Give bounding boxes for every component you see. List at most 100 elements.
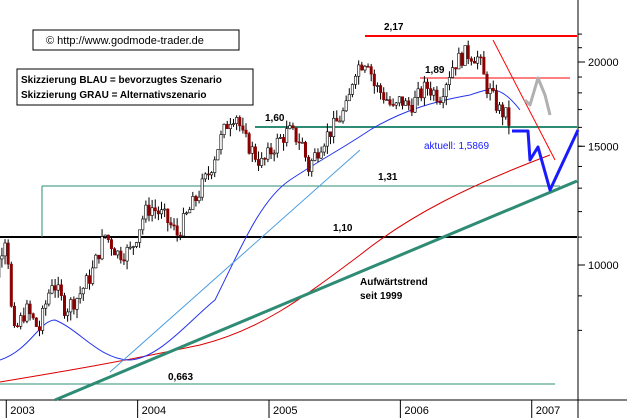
candle-body <box>407 100 411 106</box>
candle-body <box>172 224 176 227</box>
candle-body <box>106 234 110 240</box>
candle-body <box>12 305 16 327</box>
level-label-160: 1,60 <box>265 113 285 124</box>
candle-body <box>472 60 476 64</box>
candle-body <box>231 123 235 125</box>
candle-body <box>128 246 132 249</box>
candle-body <box>125 247 129 262</box>
candle-body <box>222 123 226 135</box>
candle-body <box>504 107 508 118</box>
candle-body <box>275 137 279 154</box>
candlesticks <box>0 40 511 337</box>
candle-body <box>400 96 404 106</box>
candle-body <box>235 117 239 124</box>
candle-body <box>219 134 223 150</box>
candle-body <box>116 250 120 256</box>
candle-body <box>310 160 314 172</box>
candle-body <box>498 104 502 111</box>
candle-body <box>210 172 214 176</box>
candle-body <box>391 104 395 106</box>
candle-body <box>463 45 467 66</box>
candle-body <box>285 128 289 143</box>
candle-body <box>225 123 229 130</box>
x-tick-label: 2006 <box>404 405 428 417</box>
candle-body <box>307 156 311 172</box>
candle-body <box>297 141 301 144</box>
level-label-0663: 0,663 <box>168 372 193 383</box>
legend-box <box>16 68 254 106</box>
candle-body <box>507 107 511 126</box>
candle-body <box>394 102 398 106</box>
candle-body <box>325 131 329 147</box>
candle-body <box>16 325 20 328</box>
candle-body <box>185 212 189 215</box>
candle-body <box>250 146 254 154</box>
candle-body <box>156 210 160 215</box>
candle-body <box>100 236 104 260</box>
candle-body <box>66 311 70 316</box>
candle-body <box>203 173 207 180</box>
candle-body <box>53 285 57 291</box>
candle-body <box>457 52 461 70</box>
candle-body <box>278 137 282 139</box>
candle-body <box>369 66 373 75</box>
candle-body <box>241 125 245 131</box>
candle-body <box>435 89 439 102</box>
candle-body <box>432 89 436 96</box>
candle-body <box>372 73 376 87</box>
candle-body <box>335 117 339 122</box>
candle-body <box>138 229 142 243</box>
candle-body <box>194 196 198 202</box>
candle-body <box>144 204 148 220</box>
candle-body <box>375 85 379 87</box>
candle-body <box>404 100 408 106</box>
candle-body <box>494 90 498 111</box>
candle-body <box>81 287 85 295</box>
candle-body <box>153 207 157 212</box>
candle-body <box>141 218 145 231</box>
candle-body <box>388 99 392 105</box>
uptrend-line <box>54 179 578 402</box>
candle-body <box>488 88 492 94</box>
candle-body <box>444 84 448 97</box>
candle-body <box>316 152 320 159</box>
candle-body <box>188 209 192 214</box>
candle-body <box>397 96 401 104</box>
candle-body <box>131 246 135 248</box>
candle-body <box>319 151 323 159</box>
level-label-217: 2,17 <box>384 22 404 33</box>
candle-body <box>206 173 210 176</box>
candle-body <box>78 293 82 299</box>
candle-body <box>216 149 220 161</box>
candle-body <box>360 64 364 71</box>
candle-body <box>175 225 179 236</box>
candle-body <box>47 292 51 305</box>
candle-body <box>197 196 201 202</box>
candle-body <box>341 110 345 122</box>
grey-scenario-path <box>523 76 552 116</box>
candle-body <box>69 299 73 313</box>
candle-body <box>213 159 217 173</box>
candle-body <box>419 88 423 99</box>
candle-body <box>113 248 117 256</box>
plot-area <box>0 0 578 400</box>
candle-body <box>410 104 414 113</box>
candle-body <box>338 120 342 123</box>
candle-body <box>322 145 326 153</box>
y-tick-label: 10000 <box>588 260 619 272</box>
candle-body <box>266 147 270 160</box>
candle-body <box>382 92 386 101</box>
candle-body <box>460 52 464 66</box>
candle-body <box>501 104 505 118</box>
candle-body <box>282 137 286 143</box>
candle-body <box>122 259 126 262</box>
candle-body <box>97 254 101 260</box>
candle-body <box>84 275 88 289</box>
candle-body <box>479 56 483 59</box>
candle-body <box>253 146 257 160</box>
candle-body <box>31 313 35 319</box>
candle-body <box>438 100 442 104</box>
candle-body <box>72 299 76 310</box>
candle-body <box>485 73 489 94</box>
